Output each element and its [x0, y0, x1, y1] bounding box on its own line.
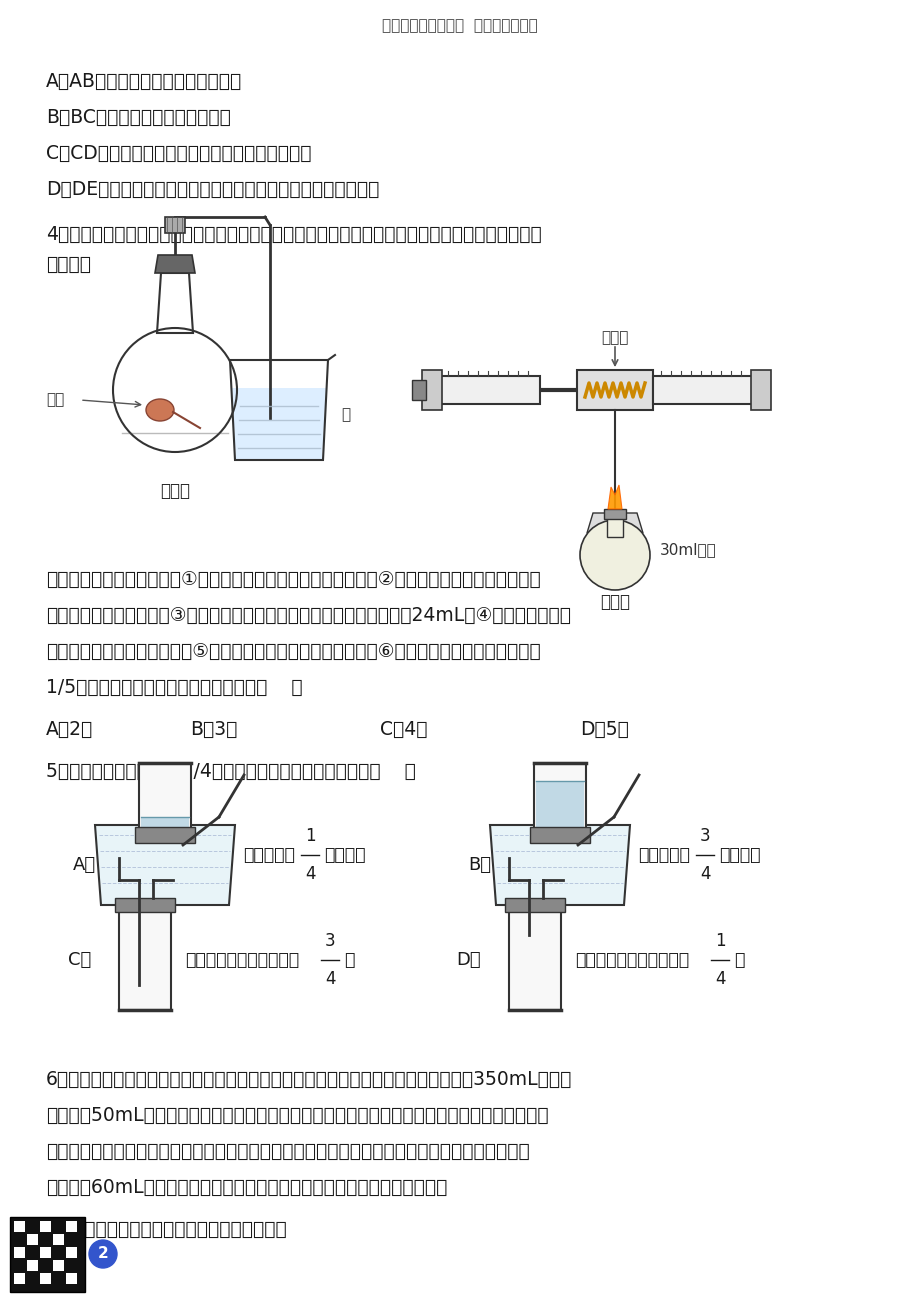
Text: 6．用如图所示装置测定空气中氧气的含量（该装置气密性良好），实验时先在容积为350mL的集气: 6．用如图所示装置测定空气中氧气的含量（该装置气密性良好），实验时先在容积为35…: [46, 1070, 572, 1088]
Bar: [533, 763, 585, 835]
Text: C．CD段气压减小是因为集气瓶内氧气不断被消耗: C．CD段气压减小是因为集气瓶内氧气不断被消耗: [46, 145, 312, 163]
Bar: [40, 1247, 51, 1258]
Text: 激光手电照射白磷，白磷燃烧。实验结束后，发现集气瓶和量筒中的水均为红色，量筒内的液体体: 激光手电照射白磷，白磷燃烧。实验结束后，发现集气瓶和量筒中的水均为红色，量筒内的…: [46, 1142, 529, 1161]
Text: 细铜丝: 细铜丝: [601, 329, 628, 345]
Text: 量的多少不会影响实验结果；⑤两个实验均能证明空气是混合物；⑥两个实验均能证明空气中约含: 量的多少不会影响实验结果；⑤两个实验均能证明空气是混合物；⑥两个实验均能证明空气…: [46, 642, 540, 661]
Text: B．BC段气压增大是因为燃烧放热: B．BC段气压增大是因为燃烧放热: [46, 108, 231, 128]
Text: 导管伸入到集气瓶体积的: 导管伸入到集气瓶体积的: [185, 950, 299, 969]
Text: 3: 3: [324, 932, 335, 950]
Bar: [607, 517, 622, 536]
Text: 导管伸入到集气瓶体积的: 导管伸入到集气瓶体积的: [574, 950, 688, 969]
Text: 到铜丝有红色变成黑色；③停止加热后即可读出注射器内气体的体积约为24mL；④实验取用铜丝质: 到铜丝有红色变成黑色；③停止加热后即可读出注射器内气体的体积约为24mL；④实验…: [46, 605, 571, 625]
Bar: [10, 1217, 85, 1292]
Bar: [53, 1234, 64, 1245]
Text: 4: 4: [699, 865, 710, 883]
Bar: [422, 370, 441, 410]
Text: C．4个: C．4个: [380, 720, 427, 740]
Text: 4: 4: [305, 865, 315, 883]
Bar: [604, 509, 625, 519]
Bar: [14, 1221, 25, 1232]
Polygon shape: [95, 825, 234, 905]
Polygon shape: [154, 255, 195, 273]
Bar: [14, 1247, 25, 1258]
Text: 1/5体积的氧气，其中正确说法的个数有（    ）: 1/5体积的氧气，其中正确说法的个数有（ ）: [46, 678, 302, 697]
Text: A．2个: A．2个: [46, 720, 93, 740]
Text: 3: 3: [699, 827, 710, 845]
Text: D．5个: D．5个: [579, 720, 629, 740]
Bar: [439, 376, 539, 404]
Text: 5．实验室需收集一瓶约含1/4空气的氧气，下列操作正确的是（    ）: 5．实验室需收集一瓶约含1/4空气的氧气，下列操作正确的是（ ）: [46, 762, 415, 781]
Text: 1: 1: [714, 932, 725, 950]
Text: 关于该实验，有如下说法：①红磷熄灭并冷却后才能打开弹簧夹；②点燃酒精灯加入铜丝，可观察: 关于该实验，有如下说法：①红磷熄灭并冷却后才能打开弹簧夹；②点燃酒精灯加入铜丝，…: [46, 570, 540, 589]
Text: C．: C．: [68, 950, 91, 969]
Polygon shape: [586, 513, 642, 533]
Circle shape: [579, 519, 650, 590]
Bar: [66, 1221, 77, 1232]
Text: 处: 处: [733, 950, 744, 969]
Bar: [66, 1247, 77, 1258]
Bar: [53, 1260, 64, 1271]
Text: A．: A．: [73, 855, 96, 874]
Text: ①实验中集气瓶内氧气被消耗，压强会一直变大: ①实验中集气瓶内氧气被消耗，压强会一直变大: [46, 1220, 288, 1240]
Text: 更多请关注公众号：  湖北中学生在线: 更多请关注公众号： 湖北中学生在线: [381, 18, 538, 33]
Text: 体积的水: 体积的水: [324, 846, 366, 865]
Bar: [652, 376, 752, 404]
Bar: [576, 370, 652, 410]
Text: 瓶中装进50mL滴有红墨水的水，在燃烧匙中放足量白磷，量筒中盛入足量水，按图连好仪器，用: 瓶中装进50mL滴有红墨水的水，在燃烧匙中放足量白磷，量筒中盛入足量水，按图连好…: [46, 1105, 548, 1125]
Bar: [115, 898, 175, 911]
Text: 红磷: 红磷: [46, 392, 64, 408]
Circle shape: [89, 1240, 117, 1268]
Ellipse shape: [146, 398, 174, 421]
Bar: [27, 1234, 38, 1245]
Bar: [508, 910, 561, 1010]
Text: 1: 1: [305, 827, 315, 845]
Text: 积减少约60mL（实验过程中量筒内没有气泡产生），对该实验认识正确的是: 积减少约60mL（实验过程中量筒内没有气泡产生），对该实验认识正确的是: [46, 1178, 447, 1197]
Text: 处: 处: [344, 950, 355, 969]
Bar: [505, 898, 564, 911]
Text: 集气瓶中灌: 集气瓶中灌: [243, 846, 295, 865]
Text: 30ml空气: 30ml空气: [659, 543, 716, 557]
Text: 实验二: 实验二: [599, 592, 630, 611]
Text: D．DE段气压增大是因为烧杯中水进入集气瓶后，气体体积增大: D．DE段气压增大是因为烧杯中水进入集气瓶后，气体体积增大: [46, 180, 379, 199]
Bar: [66, 1273, 77, 1284]
Text: 集气瓶中灌: 集气瓶中灌: [637, 846, 689, 865]
Bar: [412, 380, 425, 400]
Text: 2: 2: [97, 1246, 108, 1262]
Bar: [119, 910, 171, 1010]
Text: 4．某化学兴趣小组的同学在老师的指导下，正确完成如下图所示两个实验，已知所用实验装置气密: 4．某化学兴趣小组的同学在老师的指导下，正确完成如下图所示两个实验，已知所用实验…: [46, 225, 541, 243]
Bar: [750, 370, 770, 410]
Bar: [135, 827, 195, 842]
Bar: [529, 827, 589, 842]
Bar: [536, 781, 584, 835]
Text: A．AB段气压变是红磷没有开始燃烧: A．AB段气压变是红磷没有开始燃烧: [46, 72, 242, 91]
Bar: [139, 763, 191, 835]
Bar: [40, 1221, 51, 1232]
Bar: [27, 1260, 38, 1271]
Text: B．3个: B．3个: [190, 720, 237, 740]
Polygon shape: [490, 825, 630, 905]
Text: 4: 4: [714, 970, 725, 988]
Text: 性良好。: 性良好。: [46, 255, 91, 273]
Bar: [14, 1273, 25, 1284]
Polygon shape: [232, 388, 325, 460]
Text: D．: D．: [456, 950, 481, 969]
Bar: [165, 217, 185, 233]
Text: 实验一: 实验一: [160, 482, 190, 500]
Text: 体积的水: 体积的水: [719, 846, 760, 865]
Bar: [141, 816, 188, 835]
Text: 水: 水: [341, 408, 350, 423]
Polygon shape: [607, 486, 621, 509]
Text: B．: B．: [468, 855, 491, 874]
Text: 4: 4: [325, 970, 335, 988]
Bar: [40, 1273, 51, 1284]
